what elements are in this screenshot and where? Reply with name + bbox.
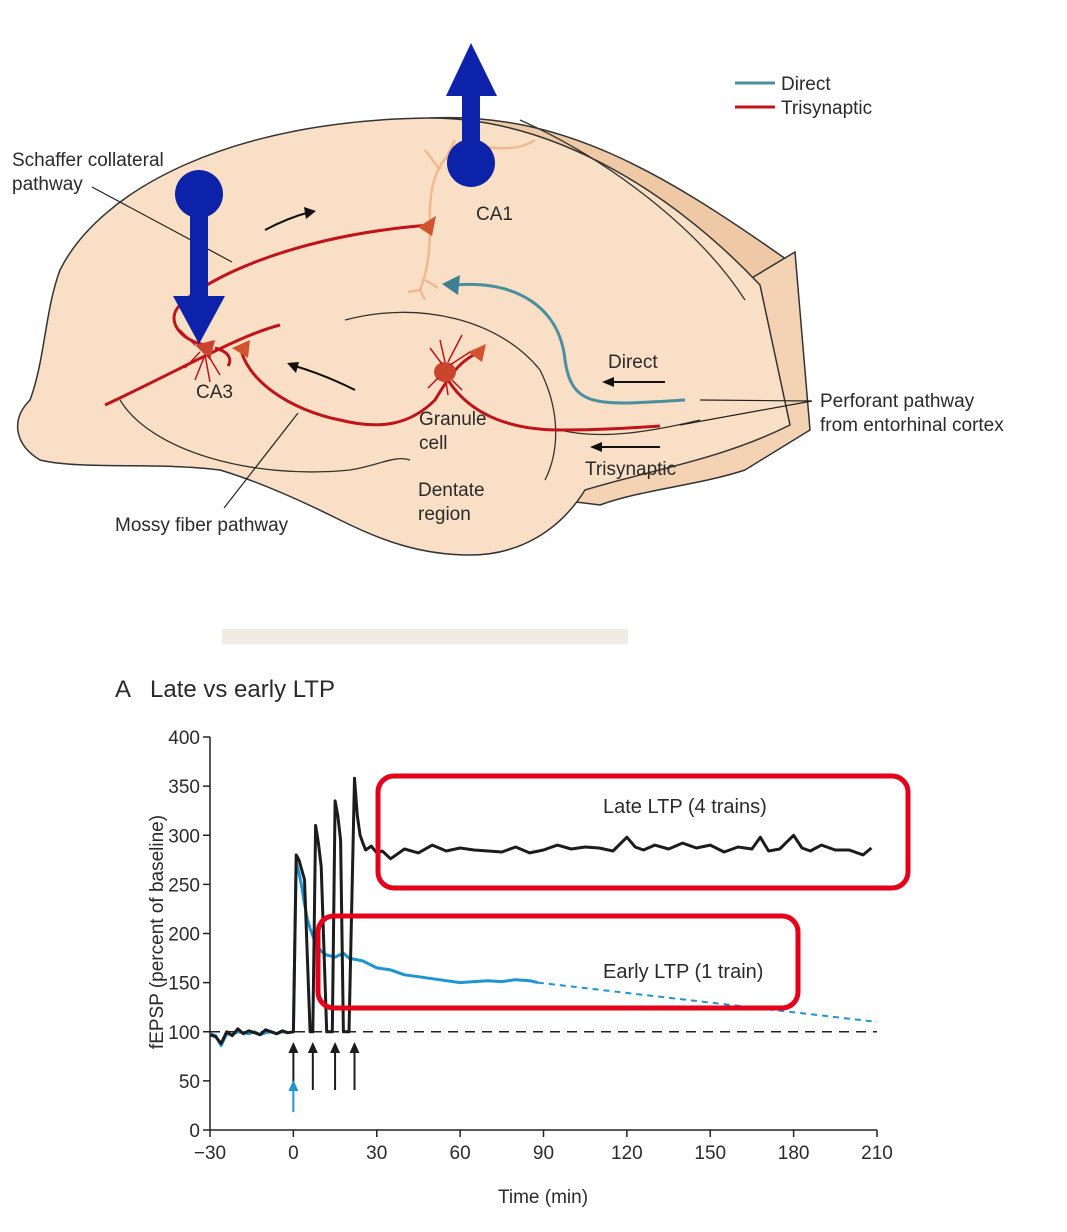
annotation-arrow-down [173, 170, 225, 344]
series-label-late: Late LTP (4 trains) [603, 796, 767, 818]
label-dentate: Dentate [418, 480, 485, 501]
x-axis-label: Time (min) [498, 1187, 588, 1208]
label-perforant-2: from entorhinal cortex [820, 415, 1004, 436]
tissue-contour [119, 399, 411, 473]
x-tick-label: 180 [778, 1143, 810, 1164]
y-tick-label: 400 [168, 728, 200, 749]
direct-pathway [454, 282, 686, 405]
stimulus-markers [288, 1042, 360, 1112]
ca1-synapse [418, 216, 436, 236]
y-tick-label: 50 [179, 1072, 200, 1093]
y-tick-label: 350 [168, 777, 200, 798]
series-layer [209, 776, 878, 1047]
x-tick-label: 210 [861, 1143, 893, 1164]
label-perforant: Perforant pathway [820, 391, 975, 412]
granule-cell [427, 334, 471, 396]
tissue-body [16, 117, 791, 556]
flow-arrowheads [287, 207, 614, 452]
panel-letter: A [115, 676, 131, 703]
x-tick-label: 30 [366, 1143, 387, 1164]
x-tick-label: 60 [450, 1143, 471, 1164]
highlight-box-late [375, 773, 911, 891]
annotation-arrow-up [446, 43, 497, 187]
x-tick-label: −30 [194, 1143, 226, 1164]
hippocampus-diagram: Direct Trisynaptic Schaffer collateral p… [12, 43, 1004, 644]
ca3-neuron [179, 324, 221, 383]
ca3-synapse [232, 340, 250, 358]
legend-label-direct: Direct [781, 74, 831, 95]
stimulus-arrow-late-head [330, 1042, 341, 1053]
legend-label-trisynaptic: Trisynaptic [781, 98, 872, 119]
y-tick-label: 200 [168, 925, 200, 946]
label-trisynaptic: Trisynaptic [585, 459, 676, 480]
series-line-early [209, 861, 539, 1047]
x-tick-label: 150 [694, 1143, 726, 1164]
legend: Direct Trisynaptic [735, 74, 872, 119]
series-line-early-extrapolated [537, 981, 878, 1023]
stimulus-arrow-late-head [349, 1042, 360, 1053]
x-tick-label: 120 [611, 1143, 643, 1164]
series-label-early: Early LTP (1 train) [603, 961, 763, 983]
highlight-box-early [315, 913, 801, 1011]
y-tick-label: 0 [189, 1121, 200, 1142]
label-schaffer: Schaffer collateral [12, 150, 164, 171]
tissue-contour [519, 119, 746, 301]
label-granule-2: cell [419, 433, 448, 454]
label-schaffer-2: pathway [12, 174, 83, 195]
dentate-synapse [468, 344, 486, 362]
series-line-late [209, 776, 873, 1045]
x-tick-label: 90 [533, 1143, 554, 1164]
label-mossy: Mossy fiber pathway [115, 515, 289, 536]
y-tick-label: 300 [168, 826, 200, 847]
y-tick-label: 150 [168, 974, 200, 995]
y-tick-label: 100 [168, 1023, 200, 1044]
stimulus-arrow-late-head [288, 1042, 299, 1053]
stimulus-arrow-early-head [288, 1080, 299, 1091]
y-axis-label: fEPSP (percent of baseline) [147, 815, 168, 1049]
stimulus-arrow-late-head [307, 1042, 318, 1053]
label-dentate-2: region [418, 504, 471, 525]
tissue-contour [344, 311, 557, 481]
label-direct: Direct [608, 352, 658, 373]
label-ca3: CA3 [196, 382, 233, 403]
direct-synapse [442, 275, 460, 295]
ltp-chart: A Late vs early LTP fEPSP (percent of ba… [115, 676, 911, 1208]
separator-strip [222, 629, 628, 644]
flow-arrows [264, 211, 665, 448]
y-tick-label: 250 [168, 875, 200, 896]
chart-title: Late vs early LTP [150, 676, 335, 703]
x-tick-label: 0 [288, 1143, 299, 1164]
leader-lines [91, 186, 813, 509]
label-ca1: CA1 [476, 204, 513, 225]
label-granule: Granule [419, 409, 487, 430]
